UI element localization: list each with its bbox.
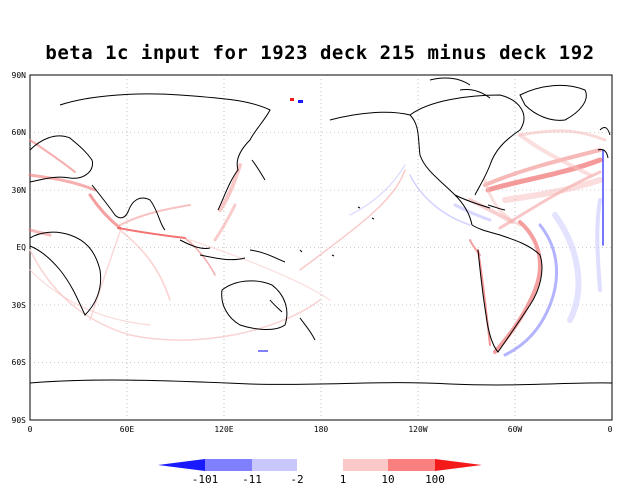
colorbar-swatch-neg-mid: [205, 459, 252, 471]
colorbar-swatch-pos-low: [343, 459, 388, 471]
colorbar-label: 100: [425, 473, 445, 486]
lat-tick-label: 30S: [12, 301, 27, 310]
lon-tick-label: 0: [608, 425, 613, 434]
graticule: [30, 75, 612, 420]
colorbar-label: -2: [290, 473, 303, 486]
lon-tick-label: 60W: [508, 425, 523, 434]
lat-tick-label: 60N: [12, 128, 27, 137]
lat-tick-label: EQ: [16, 243, 26, 252]
colorbar-swatch-pos-mid: [388, 459, 435, 471]
colorbar: -101 -11 -2 1 10 100: [158, 459, 482, 486]
data-field: [28, 98, 607, 357]
lat-tick-label: 90N: [12, 71, 27, 80]
colorbar-label: -11: [242, 473, 262, 486]
lon-tick-label: 120W: [408, 425, 427, 434]
coastlines: [29, 77, 613, 386]
colorbar-label: 1: [340, 473, 347, 486]
lat-axis: 90N 60N 30N EQ 30S 60S 90S: [12, 71, 27, 425]
colorbar-pos-arrow: [435, 459, 482, 471]
lon-axis: 0 60E 120E 180 120W 60W 0: [28, 425, 613, 434]
lat-tick-label: 30N: [12, 186, 27, 195]
map-title: beta 1c input for 1923 deck 215 minus de…: [45, 42, 595, 64]
colorbar-swatch-neg-low: [252, 459, 297, 471]
lon-tick-label: 180: [314, 425, 329, 434]
lat-tick-label: 90S: [12, 416, 27, 425]
lon-tick-label: 0: [28, 425, 33, 434]
lon-tick-label: 60E: [120, 425, 135, 434]
colorbar-neg-arrow: [158, 459, 205, 471]
colorbar-label: 10: [381, 473, 394, 486]
lon-tick-label: 120E: [214, 425, 233, 434]
lat-tick-label: 60S: [12, 358, 27, 367]
colorbar-label: -101: [192, 473, 219, 486]
